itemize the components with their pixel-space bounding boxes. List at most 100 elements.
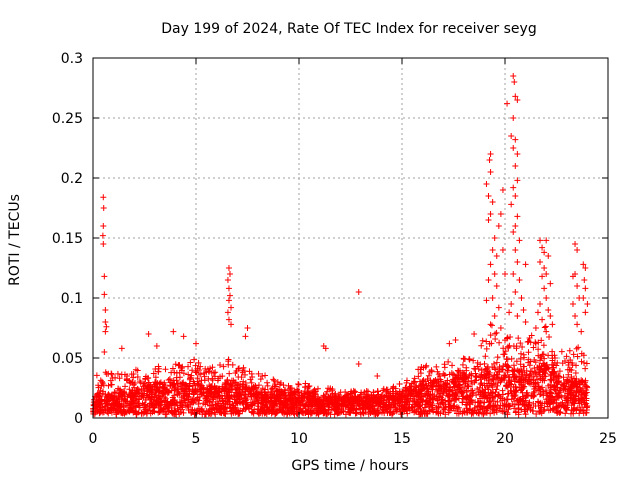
data-point [503,363,510,370]
data-point [503,382,510,389]
data-point [438,378,445,385]
data-point [508,396,515,403]
data-point [116,387,123,394]
data-point [314,385,321,392]
data-point [527,358,534,365]
data-point [144,375,151,382]
data-point [581,277,588,283]
data-point [562,410,569,417]
data-point [192,388,199,395]
data-points [90,73,591,418]
data-point [496,365,503,372]
data-point [514,97,521,103]
data-point [548,398,555,405]
data-point [466,356,473,363]
data-point [558,403,565,410]
data-point [244,325,251,331]
data-point [414,398,421,405]
data-point [148,393,155,400]
data-point [175,362,182,369]
data-point [353,410,360,417]
data-point [151,408,158,415]
data-point [102,397,109,404]
data-point [467,392,474,399]
data-point [583,407,590,414]
data-point [169,365,176,372]
data-point [485,217,492,223]
data-point [224,277,231,283]
data-point [94,407,101,414]
data-point [495,223,502,229]
data-point [572,370,579,377]
data-point [99,378,106,385]
data-point [453,396,460,403]
data-point [554,409,561,416]
data-point [149,384,156,391]
data-point [487,402,494,409]
data-point [209,364,216,371]
data-point [348,400,355,407]
data-point [487,211,494,217]
data-point [495,391,502,398]
data-point [534,309,541,316]
data-point [288,405,295,412]
data-point [430,383,437,390]
data-point [207,399,214,406]
data-point [454,405,461,412]
data-point [141,404,148,411]
data-point [411,379,418,386]
data-point [146,407,153,414]
data-point [529,408,536,415]
data-point [483,297,490,304]
data-point [433,363,440,370]
y-tick-label: 0 [74,411,83,427]
data-point [539,316,546,323]
data-point [101,349,108,355]
data-point [541,406,548,413]
data-point [488,389,495,396]
data-point [508,301,515,307]
data-point [168,369,175,376]
data-point [347,407,354,414]
data-point [420,364,427,371]
data-point [455,395,462,402]
data-point [578,377,585,384]
data-point [374,388,381,395]
data-point [535,352,542,359]
data-point [273,383,280,390]
data-point [459,399,466,406]
data-point [170,397,177,404]
data-point [232,379,239,386]
data-point [495,369,502,376]
data-point [304,408,311,415]
data-point [477,403,484,410]
data-point [241,368,248,375]
data-point [562,384,569,391]
data-point [578,328,585,335]
data-point [202,396,209,403]
x-tick-label: 10 [290,431,308,447]
data-point [511,366,518,373]
data-point [539,384,546,391]
data-point [514,213,521,220]
data-point [331,411,338,418]
data-point [567,357,574,364]
data-point [487,261,494,268]
data-point [404,398,411,405]
data-point [331,395,338,402]
data-point [440,382,447,389]
data-point [493,386,500,393]
data-point [112,389,119,396]
data-point [387,409,394,416]
data-point [269,403,276,410]
data-point [489,406,496,413]
data-point [549,405,556,412]
data-point [476,402,483,409]
data-point [142,397,149,404]
data-point [93,372,100,379]
data-point [537,259,544,265]
data-point [422,401,429,408]
data-point [180,333,187,340]
data-point [189,367,196,374]
data-point [566,347,573,354]
